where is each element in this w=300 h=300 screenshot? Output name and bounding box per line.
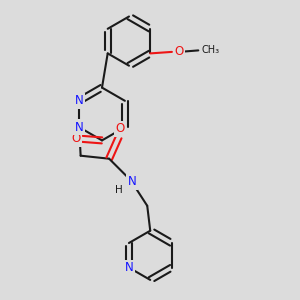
Text: H: H (116, 185, 123, 195)
Text: CH₃: CH₃ (202, 45, 220, 56)
Text: N: N (75, 121, 83, 134)
Text: O: O (71, 132, 80, 146)
Text: N: N (124, 261, 133, 274)
Text: N: N (75, 94, 83, 107)
Text: N: N (128, 175, 136, 188)
Text: O: O (116, 122, 125, 135)
Text: O: O (175, 45, 184, 58)
